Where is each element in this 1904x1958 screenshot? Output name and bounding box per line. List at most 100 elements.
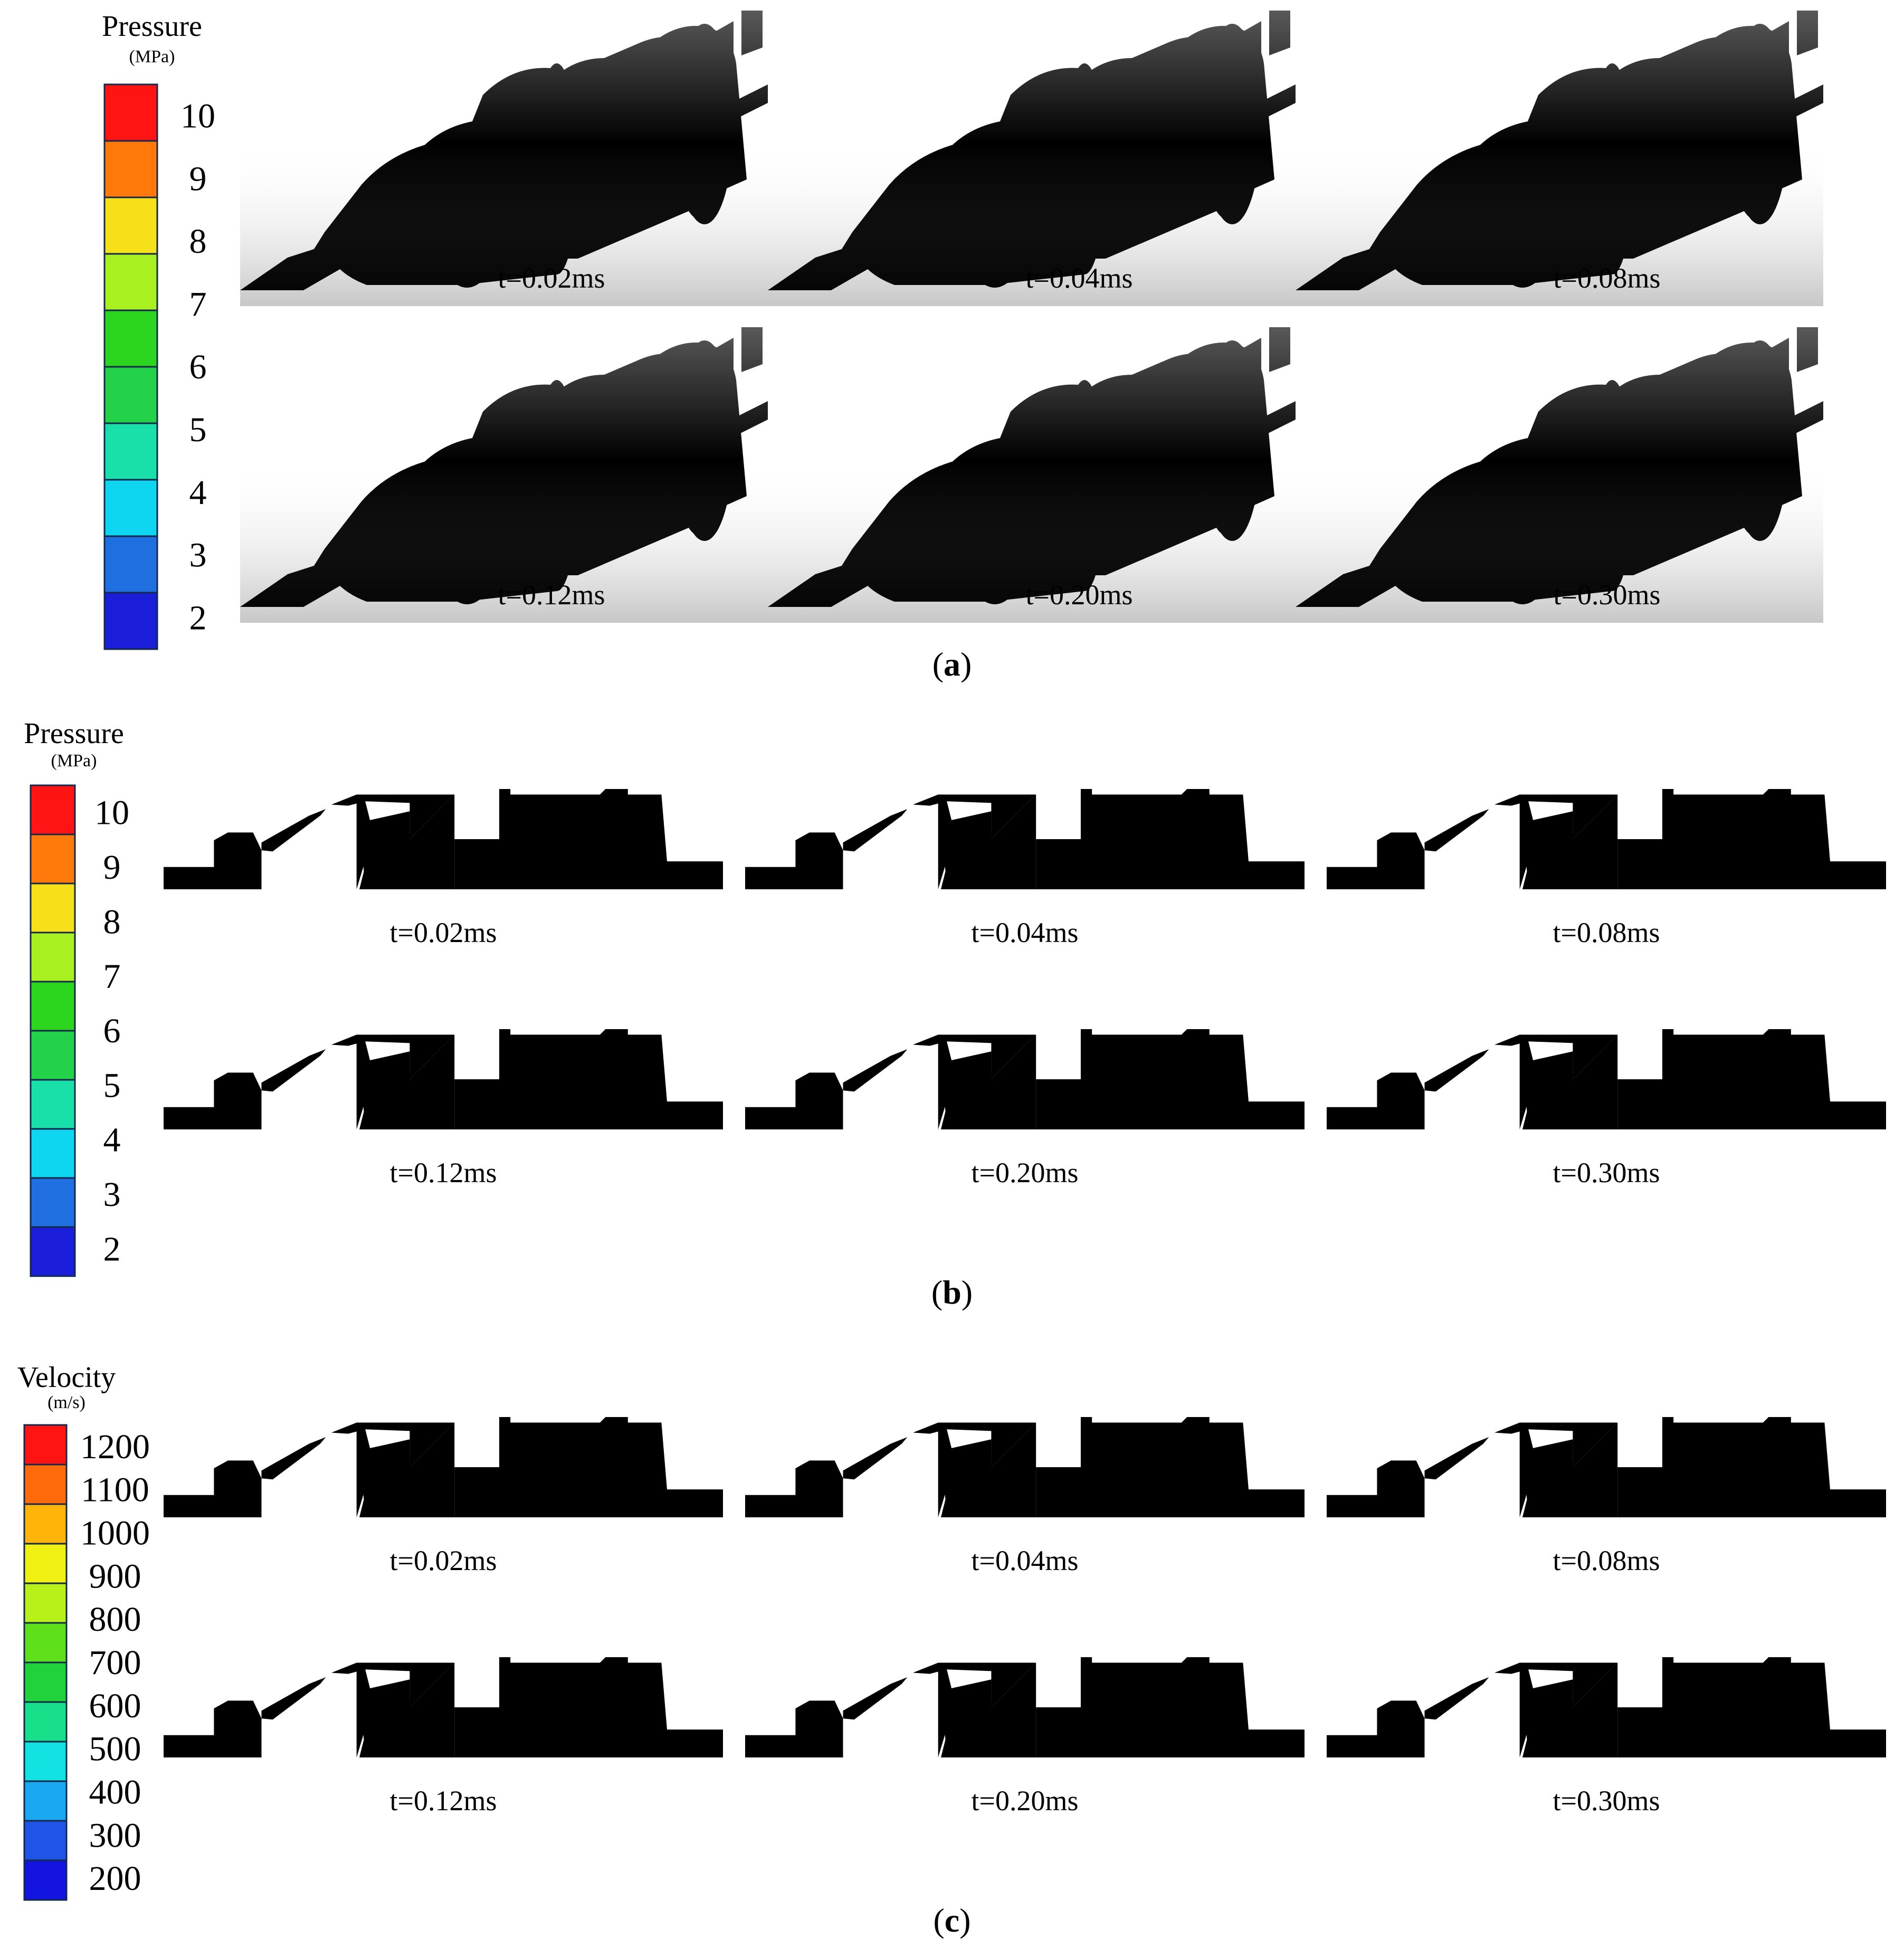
section-2d-velocity-frame: .fc3 .s2-inlet{fill:#b8f01a}.fc3 .s2-duc…	[164, 1657, 723, 1817]
legend-swatch	[30, 833, 76, 885]
section-2d-shape: .fc3 .s2-inlet{fill:#b8f01a}.fc3 .s2-duc…	[164, 1657, 723, 1757]
legend-tick-label: 1100	[81, 1471, 149, 1509]
legend-tick-label: 800	[89, 1600, 141, 1639]
legend-tick-label: 8	[103, 902, 121, 941]
legend-swatch	[103, 592, 158, 650]
legend-tick-label: 500	[89, 1730, 141, 1769]
legend-swatch	[23, 1463, 68, 1505]
section-2d-shape: .fb5 .s2-inlet{fill:#a8f020}.fb5 .s2-duc…	[1327, 1029, 1886, 1129]
panel-label-c: (c)	[933, 1902, 970, 1939]
time-label: t=0.12ms	[390, 1785, 497, 1817]
legend-tick-label: 9	[103, 848, 121, 887]
legend-swatch	[103, 196, 158, 255]
time-label: t=0.30ms	[1553, 1157, 1660, 1189]
legend-unit: (m/s)	[47, 1393, 85, 1412]
legend-swatch	[23, 1661, 68, 1703]
legend-swatch	[30, 1079, 76, 1130]
legend-tick-label: 400	[89, 1773, 141, 1811]
render-3d-shape: .f3d3 .s-inlet{fill:#d8c01a;stroke:#1428…	[240, 322, 768, 623]
legend-tick-label: 7	[189, 285, 207, 324]
legend-tick-label: 1200	[80, 1428, 150, 1466]
render-3d-shape: .f3d0 .s-inlet{fill:#1f6fe0;stroke:#1428…	[240, 5, 768, 306]
legend-tick-label: 8	[189, 222, 207, 261]
time-label: t=0.08ms	[1553, 917, 1660, 948]
render-3d-frame: .f3d5 .s-inlet{fill:#5ed22a;stroke:#1428…	[1296, 322, 1823, 623]
section-2d-shape: .fb3 .s2-inlet{fill:#f5e01a}.fb3 .s2-duc…	[164, 1029, 723, 1129]
legend-swatch	[23, 1701, 68, 1743]
panel-label-a: (a)	[932, 645, 972, 683]
render-3d-frame: .f3d2 .s-inlet{fill:#ff1414;stroke:#1428…	[1296, 5, 1823, 306]
legend-tick-label: 3	[103, 1175, 121, 1214]
legend-tick-label: 600	[89, 1687, 141, 1725]
legend-swatch	[103, 83, 158, 142]
time-label: t=0.04ms	[972, 917, 1079, 948]
legend-swatch	[23, 1503, 68, 1545]
section-2d-shape: .fb1 .s2-inlet{fill:#12d8f2}.fb1 .s2-duc…	[745, 789, 1305, 889]
time-label: t=0.08ms	[1554, 262, 1661, 294]
section-2d-shape: .fc2 .s2-inlet{fill:#1aa8f0}.fc2 .s2-duc…	[1327, 1417, 1886, 1517]
time-label: t=0.02ms	[390, 917, 497, 948]
legend-title: Velocity	[17, 1361, 116, 1394]
legend-tick-label: 1000	[80, 1514, 150, 1553]
legend-tick-label: 4	[103, 1121, 121, 1159]
legend-tick-label: 3	[189, 536, 207, 575]
render-3d-shape: .f3d5 .s-inlet{fill:#5ed22a;stroke:#1428…	[1296, 322, 1823, 623]
section-2d-pressure-frame: .fb0 .s2-inlet{fill:#1f6fe0}.fb0 .s2-duc…	[164, 789, 723, 948]
legend-swatch	[23, 1859, 68, 1901]
legend-tick-label: 900	[89, 1557, 141, 1595]
legend-tick-label: 2	[189, 599, 207, 638]
section-2d-pressure-frame: .fb4 .s2-inlet{fill:#24d24a}.fb4 .s2-duc…	[745, 1029, 1305, 1189]
legend-swatch	[30, 981, 76, 1032]
legend-tick-label: 4	[189, 473, 207, 512]
render-3d-frame: .f3d3 .s-inlet{fill:#d8c01a;stroke:#1428…	[240, 322, 768, 623]
legend-tick-label: 10	[94, 794, 129, 832]
section-2d-shape: .fb0 .s2-inlet{fill:#1f6fe0}.fb0 .s2-duc…	[164, 789, 723, 889]
time-label: t=0.12ms	[390, 1157, 497, 1189]
legend-tick-label: 7	[103, 957, 121, 996]
legend-swatch	[103, 422, 158, 481]
section-2d-velocity-frame: .fc1 .s2-inlet{fill:#ff1414}.fc1 .s2-duc…	[745, 1417, 1305, 1576]
render-3d-shape: .f3d1 .s-inlet{fill:#1aa8e0;stroke:#1428…	[768, 5, 1296, 306]
legend-swatch	[103, 309, 158, 368]
time-label: t=0.02ms	[498, 262, 605, 294]
legend-swatch	[103, 366, 158, 424]
legend-swatch	[23, 1543, 68, 1584]
legend-swatch	[30, 932, 76, 983]
legend-tick-label: 9	[189, 159, 207, 198]
time-label: t=0.12ms	[498, 579, 605, 611]
render-3d-frame: .f3d0 .s-inlet{fill:#1f6fe0;stroke:#1428…	[240, 5, 768, 306]
legend-swatch	[23, 1582, 68, 1624]
section-2d-pressure-frame: .fb5 .s2-inlet{fill:#a8f020}.fb5 .s2-duc…	[1327, 1029, 1886, 1189]
render-3d-shape: .f3d2 .s-inlet{fill:#ff1414;stroke:#1428…	[1296, 5, 1823, 306]
legend-unit: (MPa)	[51, 751, 97, 771]
legend-swatch	[30, 1177, 76, 1228]
legend-title: Pressure	[102, 10, 202, 43]
legend-swatch	[23, 1424, 68, 1466]
render-3d-shape: .f3d4 .s-inlet{fill:#2cc83a;stroke:#1428…	[768, 322, 1296, 623]
legend-swatch	[103, 479, 158, 537]
section-2d-shape: .fc1 .s2-inlet{fill:#ff1414}.fc1 .s2-duc…	[745, 1417, 1305, 1517]
section-2d-velocity-frame: .fc0 .s2-inlet{fill:#1414e0}.fc0 .s2-duc…	[164, 1417, 723, 1576]
legend-swatch	[30, 1128, 76, 1179]
legend-tick-label: 10	[180, 97, 215, 135]
panel-label-b: (b)	[931, 1273, 973, 1311]
section-2d-shape: .fc4 .s2-inlet{fill:#f0f012}.fc4 .s2-duc…	[745, 1657, 1305, 1757]
legend-tick-label: 5	[103, 1066, 121, 1105]
section-2d-pressure-frame: .fb1 .s2-inlet{fill:#12d8f2}.fb1 .s2-duc…	[745, 789, 1305, 948]
legend-unit: (MPa)	[129, 47, 175, 66]
legend-swatch	[23, 1741, 68, 1782]
legend-tick-label: 2	[103, 1230, 121, 1268]
legend-tick-label: 700	[89, 1643, 141, 1682]
legend-pressure-a: Pressure (MPa) 10 9 8 7 6 5 4 3 2	[102, 10, 215, 650]
render-3d-frame: .f3d1 .s-inlet{fill:#1aa8e0;stroke:#1428…	[768, 5, 1296, 306]
time-label: t=0.20ms	[972, 1785, 1079, 1817]
time-label: t=0.08ms	[1553, 1545, 1660, 1576]
time-label: t=0.02ms	[390, 1545, 497, 1576]
section-2d-shape: .fb4 .s2-inlet{fill:#24d24a}.fb4 .s2-duc…	[745, 1029, 1305, 1129]
time-label: t=0.30ms	[1553, 1785, 1660, 1817]
legend-tick-label: 5	[189, 411, 207, 449]
legend-swatch	[103, 253, 158, 311]
legend-title: Pressure	[24, 717, 124, 750]
time-label: t=0.04ms	[1026, 262, 1133, 294]
legend-tick-label: 6	[103, 1012, 121, 1050]
